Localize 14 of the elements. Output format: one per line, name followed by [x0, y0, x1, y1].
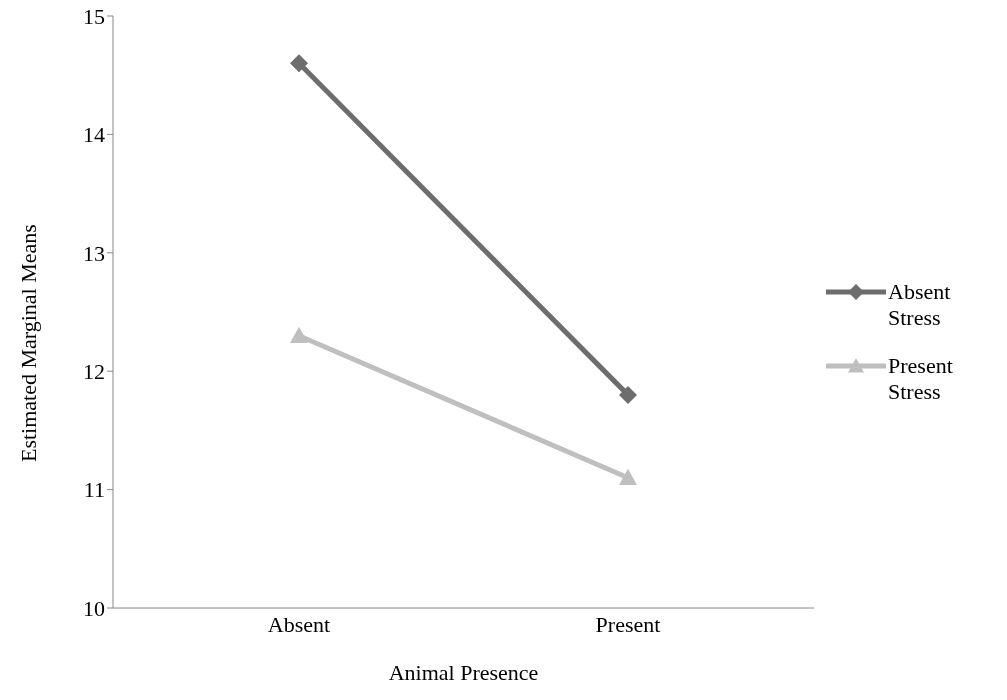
legend-label: Present Stress [888, 353, 954, 405]
y-tick-label: 13 [83, 240, 105, 266]
point [290, 54, 308, 73]
x-axis-title: Animal Presence [388, 660, 539, 685]
x-tick-label: Absent [267, 611, 331, 637]
y-tick-label: 14 [83, 122, 105, 148]
y-tick-label: 11 [83, 477, 105, 503]
x-tick-label: Present [595, 611, 661, 637]
legend-label: Absent Stress [888, 279, 952, 331]
y-tick-label: 12 [83, 359, 105, 385]
y-tick-label: 10 [83, 595, 105, 621]
y-axis-title: Estimated Marginal Means [15, 224, 41, 462]
point [619, 385, 637, 404]
y-tick-label: 15 [83, 3, 105, 29]
